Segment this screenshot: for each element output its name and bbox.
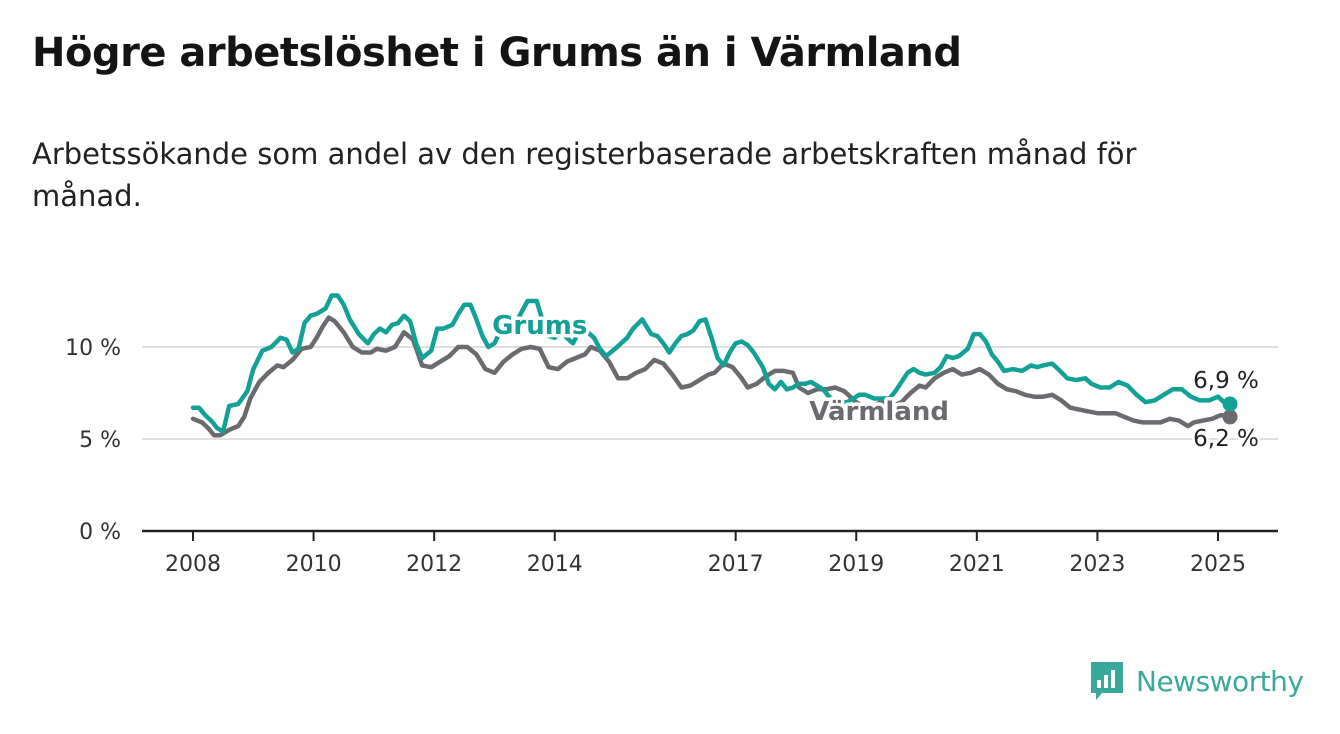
- newsworthy-brand: Newsworthy: [1088, 660, 1304, 702]
- x-tick-label: 2023: [1069, 552, 1125, 577]
- series-line-varmland: [190, 315, 1233, 438]
- x-tick-label: 2025: [1190, 552, 1246, 577]
- x-tick-label: 2014: [527, 552, 583, 577]
- brand-name: Newsworthy: [1136, 664, 1304, 698]
- newsworthy-logo-icon: [1091, 662, 1123, 700]
- chart-subtitle: Arbetssökande som andel av den registerb…: [32, 137, 1137, 213]
- x-axis: 2008 2010 2012 2014 2017 2019 2021 2023 2025: [142, 529, 1278, 577]
- end-value-label: 6,2 %: [1193, 426, 1259, 452]
- chart-title: Högre arbetslöshet i Grums än i Värmland: [32, 30, 962, 76]
- series-end-point: [1222, 396, 1238, 412]
- series-lines: [190, 293, 1238, 438]
- series-line-grums: [190, 293, 1233, 434]
- series-name-label: Värmland: [809, 397, 949, 427]
- y-tick-label: 5 %: [79, 428, 121, 453]
- x-tick-label: 2008: [165, 552, 221, 577]
- y-tick-label: 0 %: [79, 520, 121, 545]
- x-tick-label: 2017: [708, 552, 764, 577]
- chart-labels: 0 % 5 % 10 % Grums Värmland 6,9 % 6,2 %: [65, 308, 1261, 546]
- series-name-label: Grums: [492, 311, 587, 341]
- x-tick-label: 2010: [286, 552, 342, 577]
- gridlines: [142, 346, 1278, 440]
- x-tick-label: 2012: [406, 552, 462, 577]
- x-tick-label: 2021: [949, 552, 1005, 577]
- series-end-point: [1222, 409, 1238, 425]
- y-tick-label: 10 %: [65, 336, 121, 361]
- line-chart: 2008 2010 2012 2014 2017 2019 2021 2023 2025 0 %…: [65, 293, 1278, 577]
- end-value-label: 6,9 %: [1193, 368, 1259, 394]
- x-tick-label: 2019: [828, 552, 884, 577]
